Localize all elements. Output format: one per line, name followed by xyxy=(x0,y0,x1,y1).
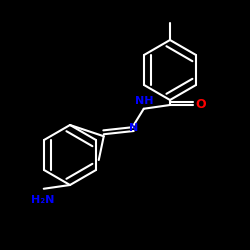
Text: NH: NH xyxy=(134,96,153,106)
Text: N: N xyxy=(129,123,138,133)
Text: H₂N: H₂N xyxy=(31,195,54,205)
Text: O: O xyxy=(196,98,206,111)
